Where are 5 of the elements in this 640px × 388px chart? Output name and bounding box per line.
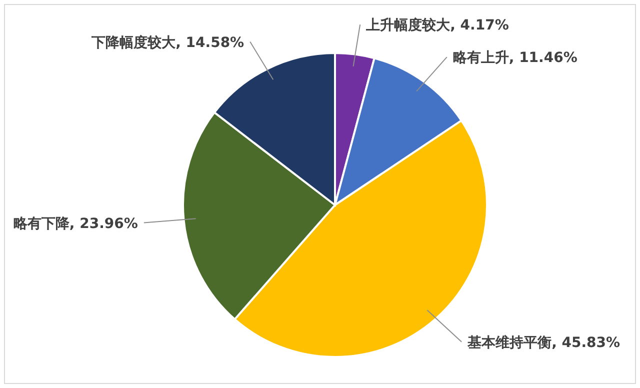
slice-label: 下降幅度较大, 14.58%	[90, 34, 244, 51]
slice-label: 略有下降, 23.96%	[13, 216, 138, 232]
slice-label: 略有上升, 11.46%	[452, 49, 578, 66]
slice-label: 上升幅度较大, 4.17%	[365, 16, 509, 34]
slice-label: 基本维持平衡, 45.83%	[466, 334, 620, 351]
